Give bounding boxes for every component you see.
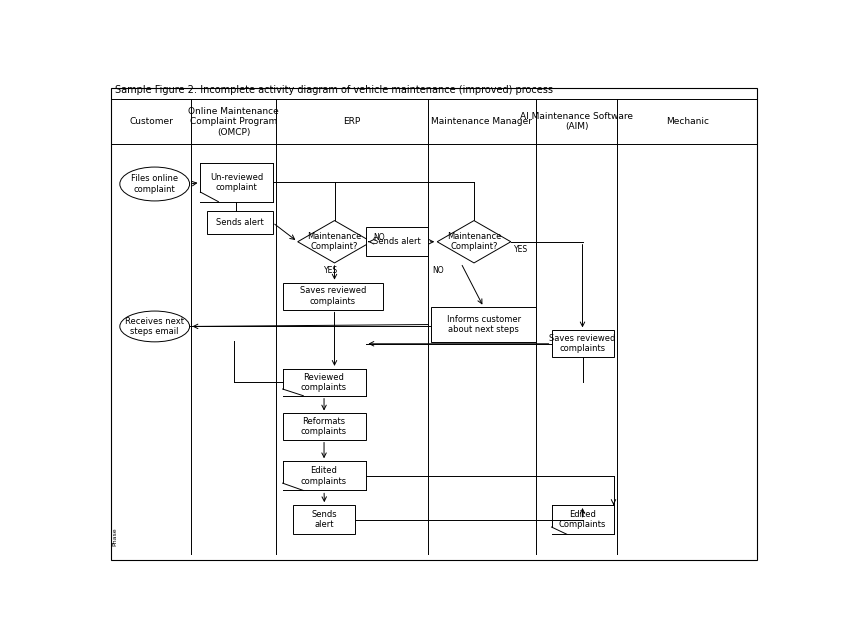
Polygon shape — [283, 461, 366, 490]
Text: Edited
Complaints: Edited Complaints — [559, 510, 606, 530]
Text: Sends alert: Sends alert — [373, 237, 420, 246]
Ellipse shape — [119, 311, 190, 342]
Text: AI Maintenance Software
(AIM): AI Maintenance Software (AIM) — [520, 112, 634, 131]
Text: Edited
complaints: Edited complaints — [301, 466, 347, 486]
Text: Phase: Phase — [112, 527, 117, 546]
Text: Maintenance
Complaint?: Maintenance Complaint? — [307, 232, 362, 251]
Bar — [207, 211, 273, 234]
Ellipse shape — [119, 167, 190, 201]
Text: Saves reviewed
complaints: Saves reviewed complaints — [550, 334, 616, 354]
Text: Maintenance Manager: Maintenance Manager — [431, 117, 532, 126]
Bar — [366, 227, 428, 257]
Text: ERP: ERP — [343, 117, 361, 126]
Text: Un-reviewed
complaint: Un-reviewed complaint — [210, 173, 263, 192]
Text: NO: NO — [374, 233, 385, 243]
Polygon shape — [201, 163, 273, 202]
Polygon shape — [297, 220, 371, 263]
Bar — [551, 330, 613, 358]
Text: Reviewed
complaints: Reviewed complaints — [301, 373, 347, 392]
Bar — [283, 413, 366, 439]
Polygon shape — [283, 369, 366, 396]
Text: Informs customer
about next steps: Informs customer about next steps — [446, 315, 521, 334]
Text: Mechanic: Mechanic — [666, 117, 709, 126]
Text: Sends alert: Sends alert — [216, 218, 263, 227]
Text: Reformats
complaints: Reformats complaints — [301, 417, 347, 436]
Polygon shape — [437, 220, 511, 263]
Text: NO: NO — [432, 266, 444, 275]
Text: Sample Figure 2: Incomplete activity diagram of vehicle maintenance (improved) p: Sample Figure 2: Incomplete activity dia… — [115, 85, 553, 95]
Text: YES: YES — [513, 244, 528, 253]
Text: Customer: Customer — [130, 117, 173, 126]
Bar — [431, 307, 536, 342]
Text: Receives next
steps email: Receives next steps email — [125, 317, 184, 336]
Text: Sends
alert: Sends alert — [312, 510, 337, 530]
Text: YES: YES — [324, 266, 338, 275]
Text: Online Maintenance
Complaint Program
(OMCP): Online Maintenance Complaint Program (OM… — [188, 107, 280, 137]
Bar — [293, 505, 356, 534]
Text: Maintenance
Complaint?: Maintenance Complaint? — [447, 232, 501, 251]
Polygon shape — [551, 505, 613, 534]
Text: Saves reviewed
complaints: Saves reviewed complaints — [300, 286, 366, 305]
Bar — [283, 283, 384, 309]
Text: Files online
complaint: Files online complaint — [131, 174, 178, 194]
